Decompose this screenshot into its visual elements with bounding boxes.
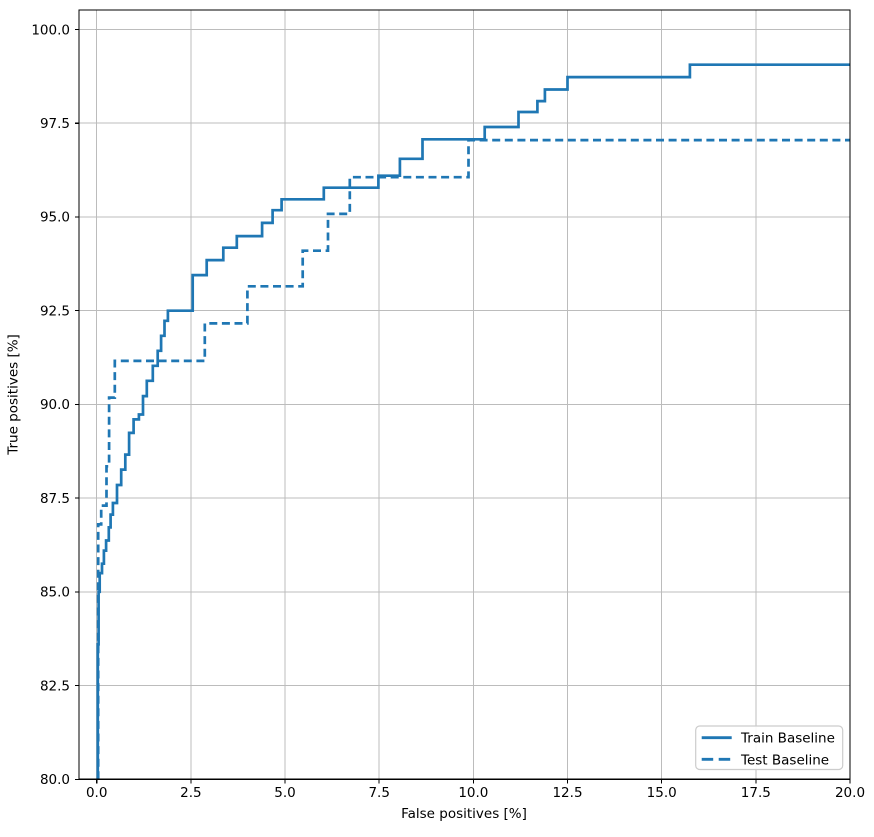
- y-tick-label: 95.0: [40, 210, 70, 226]
- y-tick-label: 85.0: [40, 585, 70, 601]
- x-tick-label: 7.5: [368, 785, 389, 801]
- x-tick-label: 5.0: [274, 785, 295, 801]
- x-tick-label: 2.5: [180, 785, 201, 801]
- tick-marks: [75, 28, 851, 784]
- gridlines: [79, 10, 851, 780]
- y-axis-label: True positives [%]: [6, 334, 22, 456]
- series-group: [96, 63, 850, 780]
- train-baseline-line: [96, 63, 850, 780]
- y-tick-label: 100.0: [31, 22, 70, 38]
- x-tick-labels: 0.0 2.5 5.0 7.5 10.0 12.5 15.0 17.5 20.0: [86, 785, 865, 801]
- x-tick-label: 20.0: [835, 785, 865, 801]
- y-tick-label: 80.0: [40, 772, 70, 788]
- y-tick-labels: 80.0 82.5 85.0 87.5 90.0 92.5 95.0 97.5 100.0: [31, 22, 70, 788]
- legend-train-label: Train Baseline: [740, 731, 835, 747]
- y-tick-label: 87.5: [40, 491, 70, 507]
- x-axis-label: False positives [%]: [401, 806, 527, 822]
- plot-frame: [78, 9, 851, 780]
- test-baseline-line: [96, 138, 850, 780]
- y-tick-label: 90.0: [40, 397, 70, 413]
- x-tick-label: 0.0: [86, 785, 107, 801]
- x-tick-label: 15.0: [647, 785, 677, 801]
- x-tick-label: 17.5: [741, 785, 771, 801]
- x-tick-label: 12.5: [552, 785, 582, 801]
- x-tick-label: 10.0: [458, 785, 488, 801]
- y-tick-label: 92.5: [40, 303, 70, 319]
- legend-test-label: Test Baseline: [740, 752, 829, 768]
- y-tick-label: 82.5: [40, 678, 70, 694]
- legend: Train Baseline Test Baseline: [695, 725, 844, 771]
- legend-box: [695, 725, 844, 771]
- y-tick-label: 97.5: [40, 116, 70, 132]
